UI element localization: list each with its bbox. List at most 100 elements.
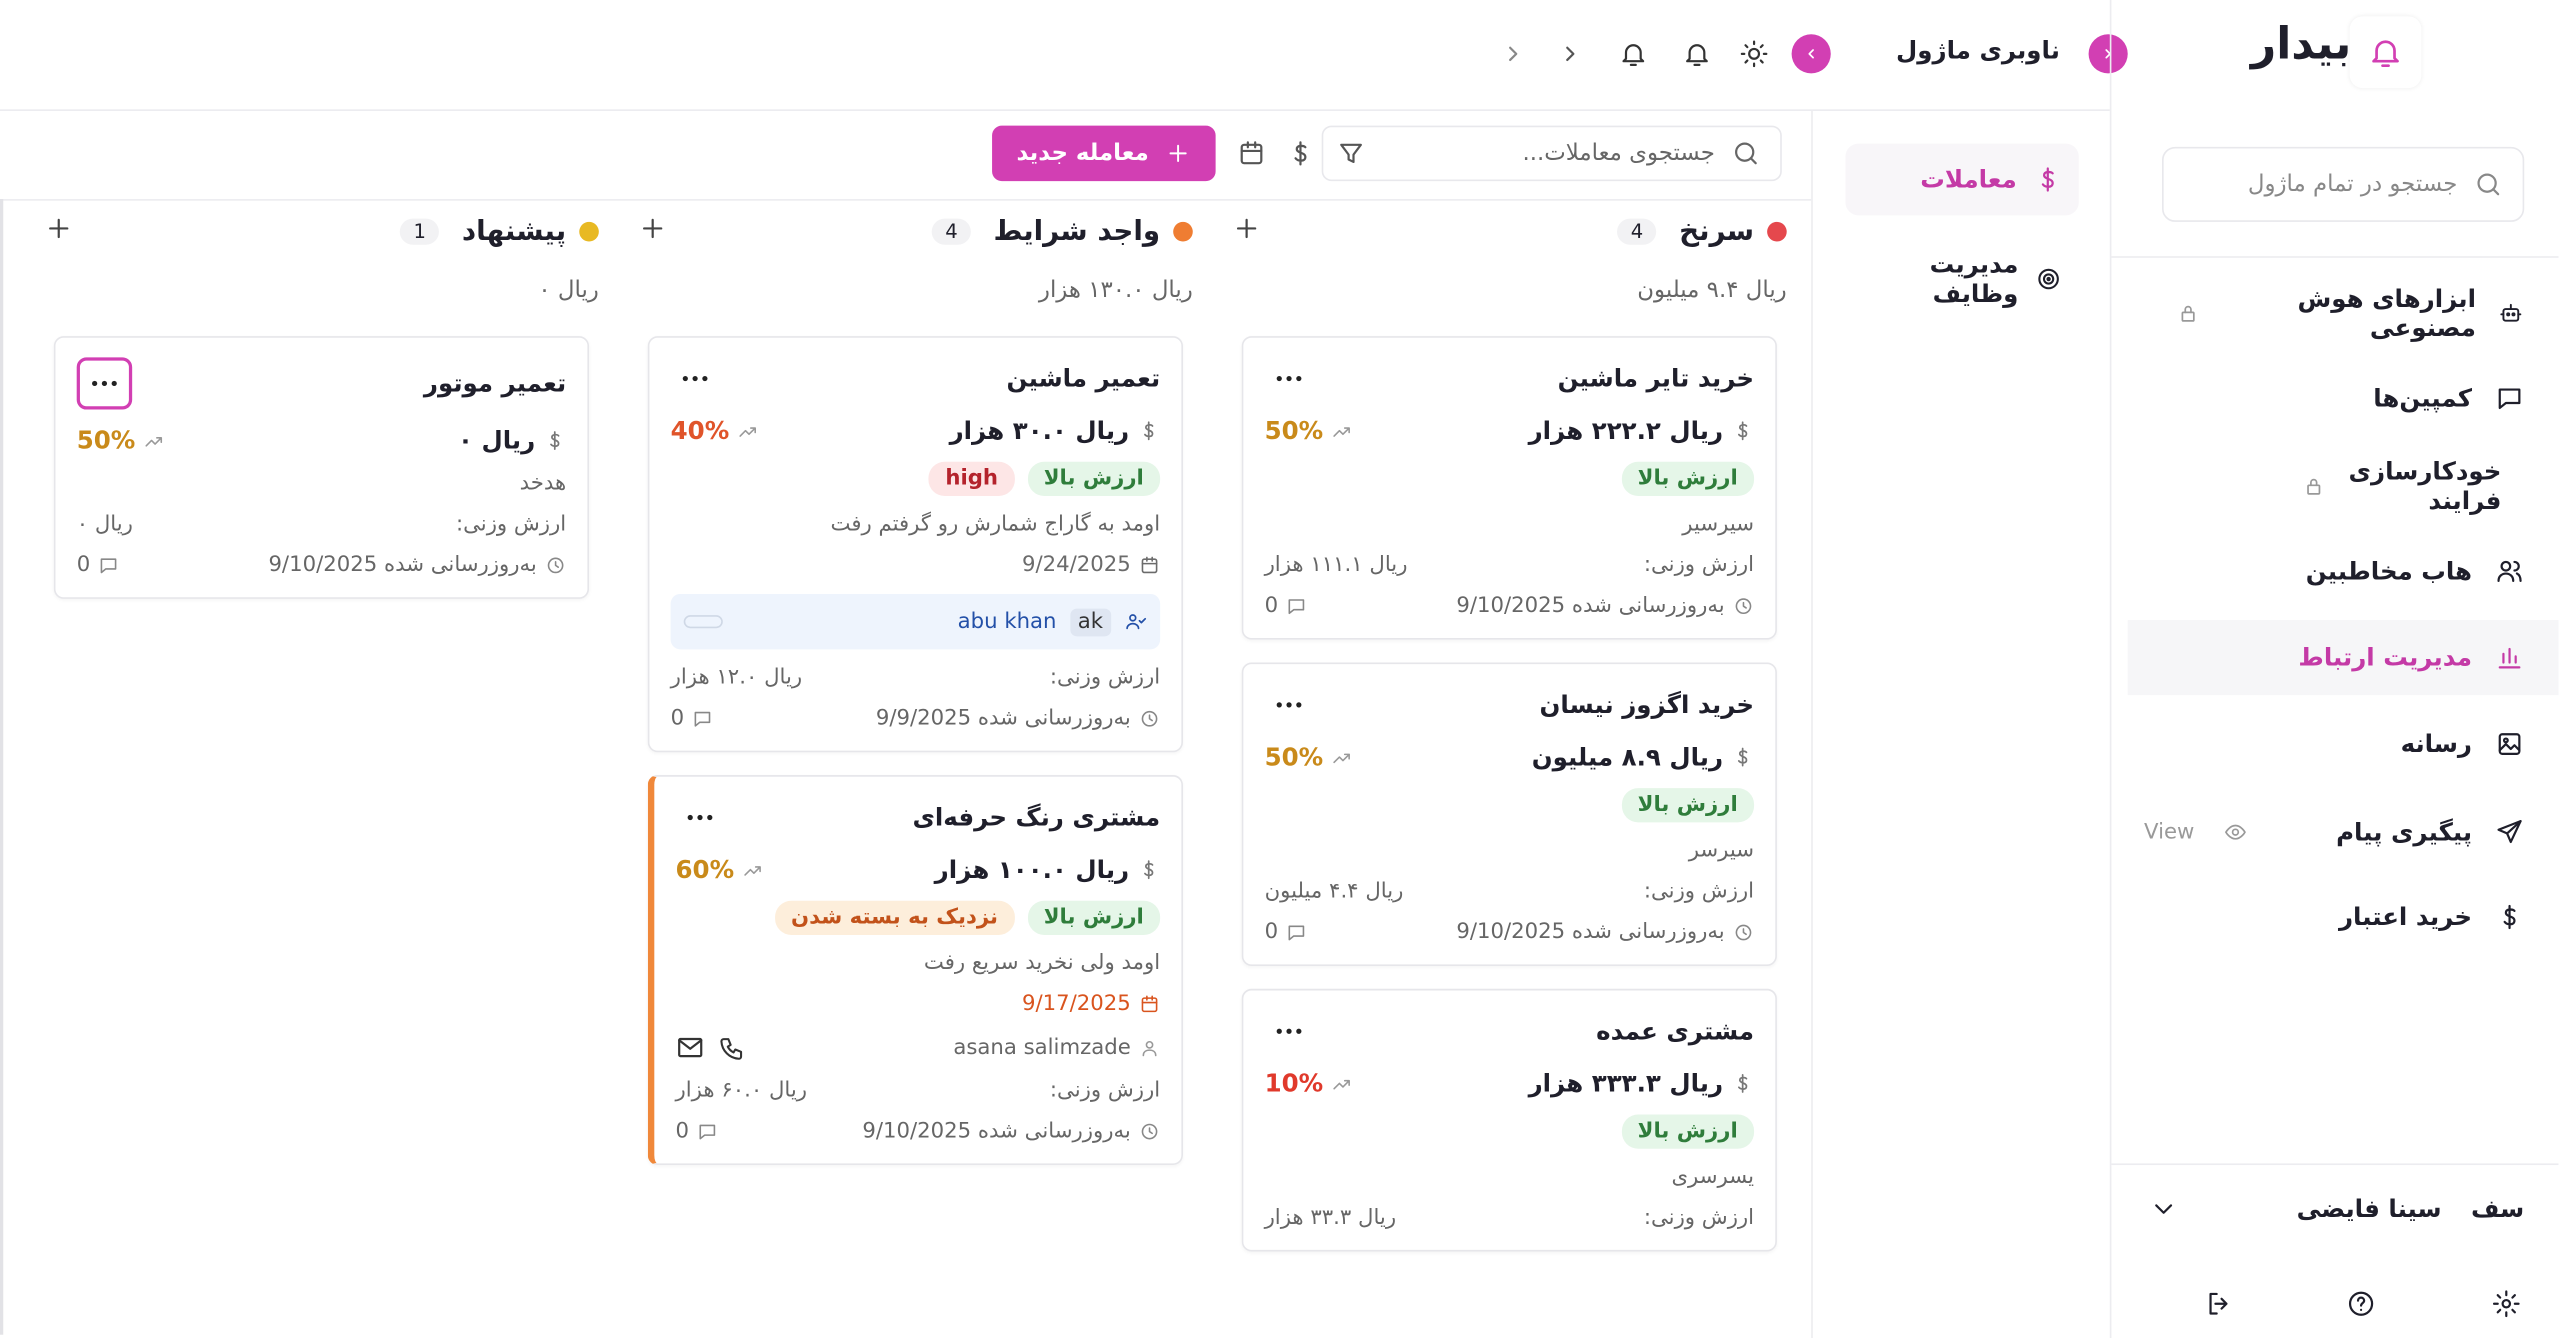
amount: ریال ۰: [458, 426, 566, 455]
deals-search-placeholder: جستجوی معاملات...: [1522, 140, 1715, 167]
deal-card[interactable]: مشتری عمده ریال ۳۳۳.۳ هزار 10% ارزش بالا یسر…: [1241, 988, 1777, 1252]
comments-count: 0: [1264, 920, 1279, 945]
amount-row: ریال ۱۰۰.۰ هزار 60%: [676, 855, 1161, 884]
note: اومد ولی نخرید سریع رفت: [923, 951, 1161, 976]
assignee-initials: ak: [1069, 607, 1112, 636]
assignee-name: abu khan: [957, 609, 1057, 634]
column-header: پیشنهاد 1: [38, 199, 606, 264]
user-name: سینا فایضی: [2296, 1194, 2442, 1224]
theme-toggle[interactable]: [1739, 39, 1768, 68]
column-count: 1: [400, 218, 440, 245]
weighted-value: ریال ۶۰.۰ هزار: [675, 1078, 808, 1104]
calendar[interactable]: [1237, 139, 1266, 168]
deal-title: مشتری رنگ حرفه‌ای: [912, 802, 1161, 833]
more-button[interactable]: [1265, 1010, 1314, 1052]
collapse-sidebar[interactable]: [2088, 34, 2128, 74]
column-total: ریال ۹.۴ میلیون: [1637, 277, 1787, 304]
nav-item[interactable]: کمپین‌ها: [2111, 361, 2558, 436]
deal-card[interactable]: تعمیر موتور ریال ۰ 50% هدخد ارزش وزنی: ریال ۰…: [53, 336, 590, 599]
filter[interactable]: [1336, 139, 1365, 168]
column-title: سرنخ: [1679, 215, 1755, 249]
tag: high: [929, 461, 1015, 497]
more-button[interactable]: [1265, 684, 1314, 726]
footer-row: به‌روزرسانی شده 9/10/2025 0: [1264, 920, 1755, 945]
nav-item[interactable]: رسانه: [2111, 707, 2558, 782]
nav-label: کمپین‌ها: [2373, 383, 2473, 413]
more-button[interactable]: [76, 357, 133, 410]
deal-title: خرید تایر ماشین: [1557, 363, 1755, 394]
nav-item[interactable]: مدیریت ارتباط: [2127, 620, 2559, 696]
deal-card[interactable]: خرید تایر ماشین ریال ۲۲۲.۲ هزار 50% ارزش با…: [1241, 336, 1777, 640]
nav-item[interactable]: پیگیری پیام View: [2111, 795, 2558, 870]
deal-card[interactable]: خرید اگزوز نیسان ریال ۸.۹ میلیون 50% ارزش ب…: [1241, 662, 1777, 966]
nav-item[interactable]: هاب مخاطبین: [2111, 534, 2558, 609]
amount-row: ریال ۸.۹ میلیون 50%: [1265, 742, 1755, 772]
more-button[interactable]: [1265, 357, 1314, 399]
weighted-row: ارزش وزنی: ریال ۱۱۱.۱ هزار: [1265, 553, 1755, 577]
new-deal-button[interactable]: معامله جدید: [992, 125, 1216, 182]
notifications[interactable]: [1619, 39, 1648, 68]
tag: ارزش بالا: [1621, 461, 1755, 497]
amount: ریال ۱۰۰.۰ هزار: [935, 855, 1161, 884]
due-date-value: 9/24/2025: [1021, 553, 1131, 578]
card-list: تعمیر موتور ریال ۰ 50% هدخد ارزش وزنی: ریال ۰…: [38, 326, 606, 599]
help[interactable]: [2346, 1289, 2375, 1318]
module-nav-title: ناوبری ماژول: [1896, 35, 2060, 66]
nav-extra: View: [2144, 819, 2195, 845]
next[interactable]: [1555, 39, 1584, 68]
trend-icon: [739, 426, 756, 436]
add-deal[interactable]: [638, 214, 667, 250]
more-button[interactable]: [676, 796, 725, 838]
currency[interactable]: [1286, 139, 1315, 168]
trend-icon: [1333, 426, 1350, 436]
notifications-settings[interactable]: [1682, 39, 1711, 68]
global-search[interactable]: جستجو در تمام ماژول: [2162, 146, 2525, 222]
deal-card[interactable]: مشتری رنگ حرفه‌ای ریال ۱۰۰.۰ هزار 60% ارزش …: [647, 775, 1183, 1166]
weighted-row: ارزش وزنی: ریال ۶۰.۰ هزار: [676, 1079, 1161, 1103]
trend-icon: [1333, 752, 1350, 763]
amount-row: ریال ۲۲۲.۲ هزار 50%: [1265, 416, 1755, 445]
add-deal[interactable]: [1232, 214, 1261, 250]
probability-value: 10%: [1264, 1068, 1324, 1099]
updated-text: به‌روزرسانی شده 9/10/2025: [1456, 920, 1725, 945]
tag: ارزش بالا: [1027, 461, 1161, 497]
prev[interactable]: [1498, 39, 1527, 68]
column-count: 4: [932, 218, 971, 245]
deal-card[interactable]: تعمیر ماشین ریال ۳۰.۰ هزار 40% ارزش بالا hig…: [647, 336, 1183, 753]
probability-value: 40%: [670, 416, 730, 446]
tag: ارزش بالا: [1621, 1114, 1755, 1149]
updated: به‌روزرسانی شده 9/9/2025: [876, 707, 1160, 731]
collapse-module-nav[interactable]: [1791, 34, 1831, 74]
amount-value: ریال ۳۳۳.۳ هزار: [1528, 1068, 1724, 1099]
module-nav-label: مدیریت وظایف: [1929, 249, 2019, 309]
comment-icon: [101, 558, 117, 574]
user-menu[interactable]: سف سینا فایضی: [2149, 1194, 2524, 1224]
plus-icon: [1236, 218, 1257, 239]
updated-text: به‌روزرسانی شده 9/10/2025: [862, 1119, 1131, 1144]
more-button[interactable]: [671, 357, 720, 399]
settings[interactable]: [2492, 1289, 2521, 1318]
deals-search[interactable]: جستجوی معاملات...: [1321, 125, 1782, 182]
column-total: ریال ۰: [538, 277, 599, 304]
weighted-value: ریال ۴.۴ میلیون: [1264, 879, 1404, 904]
comments: 0: [1264, 920, 1308, 945]
add-deal[interactable]: [44, 214, 73, 250]
nav-item[interactable]: ابزارهای هوش مصنوعی: [2111, 276, 2558, 351]
column: پیشنهاد 1 ریال ۰ تعمیر موتور ریال ۰ 50% هدخد ار…: [38, 199, 606, 599]
kanban-board: سرنخ 4 ریال ۹.۴ میلیون خرید تایر ماشین ریال …: [0, 199, 1811, 1335]
nav-item[interactable]: خرید اعتبار: [2111, 879, 2558, 954]
module-nav-item[interactable]: مدیریت وظایف: [1845, 243, 2078, 315]
nav-item[interactable]: خودکارسازی فرایند: [2111, 449, 2558, 524]
plus-icon: [49, 218, 69, 239]
amount: ریال ۸.۹ میلیون: [1532, 742, 1754, 772]
person-icon: [1142, 1040, 1157, 1056]
updated-text: به‌روزرسانی شده 9/9/2025: [875, 706, 1131, 732]
due-date: 9/17/2025: [676, 992, 1161, 1017]
column-count: 4: [1617, 218, 1657, 245]
footer-row: به‌روزرسانی شده 9/10/2025 0: [1265, 594, 1755, 618]
module-nav-item[interactable]: معاملات: [1845, 143, 2079, 216]
amount: ریال ۲۲۲.۲ هزار: [1529, 416, 1755, 445]
calendar-icon: [1141, 556, 1158, 574]
deal-title: تعمیر موتور: [423, 368, 567, 399]
logout[interactable]: [2204, 1289, 2233, 1318]
